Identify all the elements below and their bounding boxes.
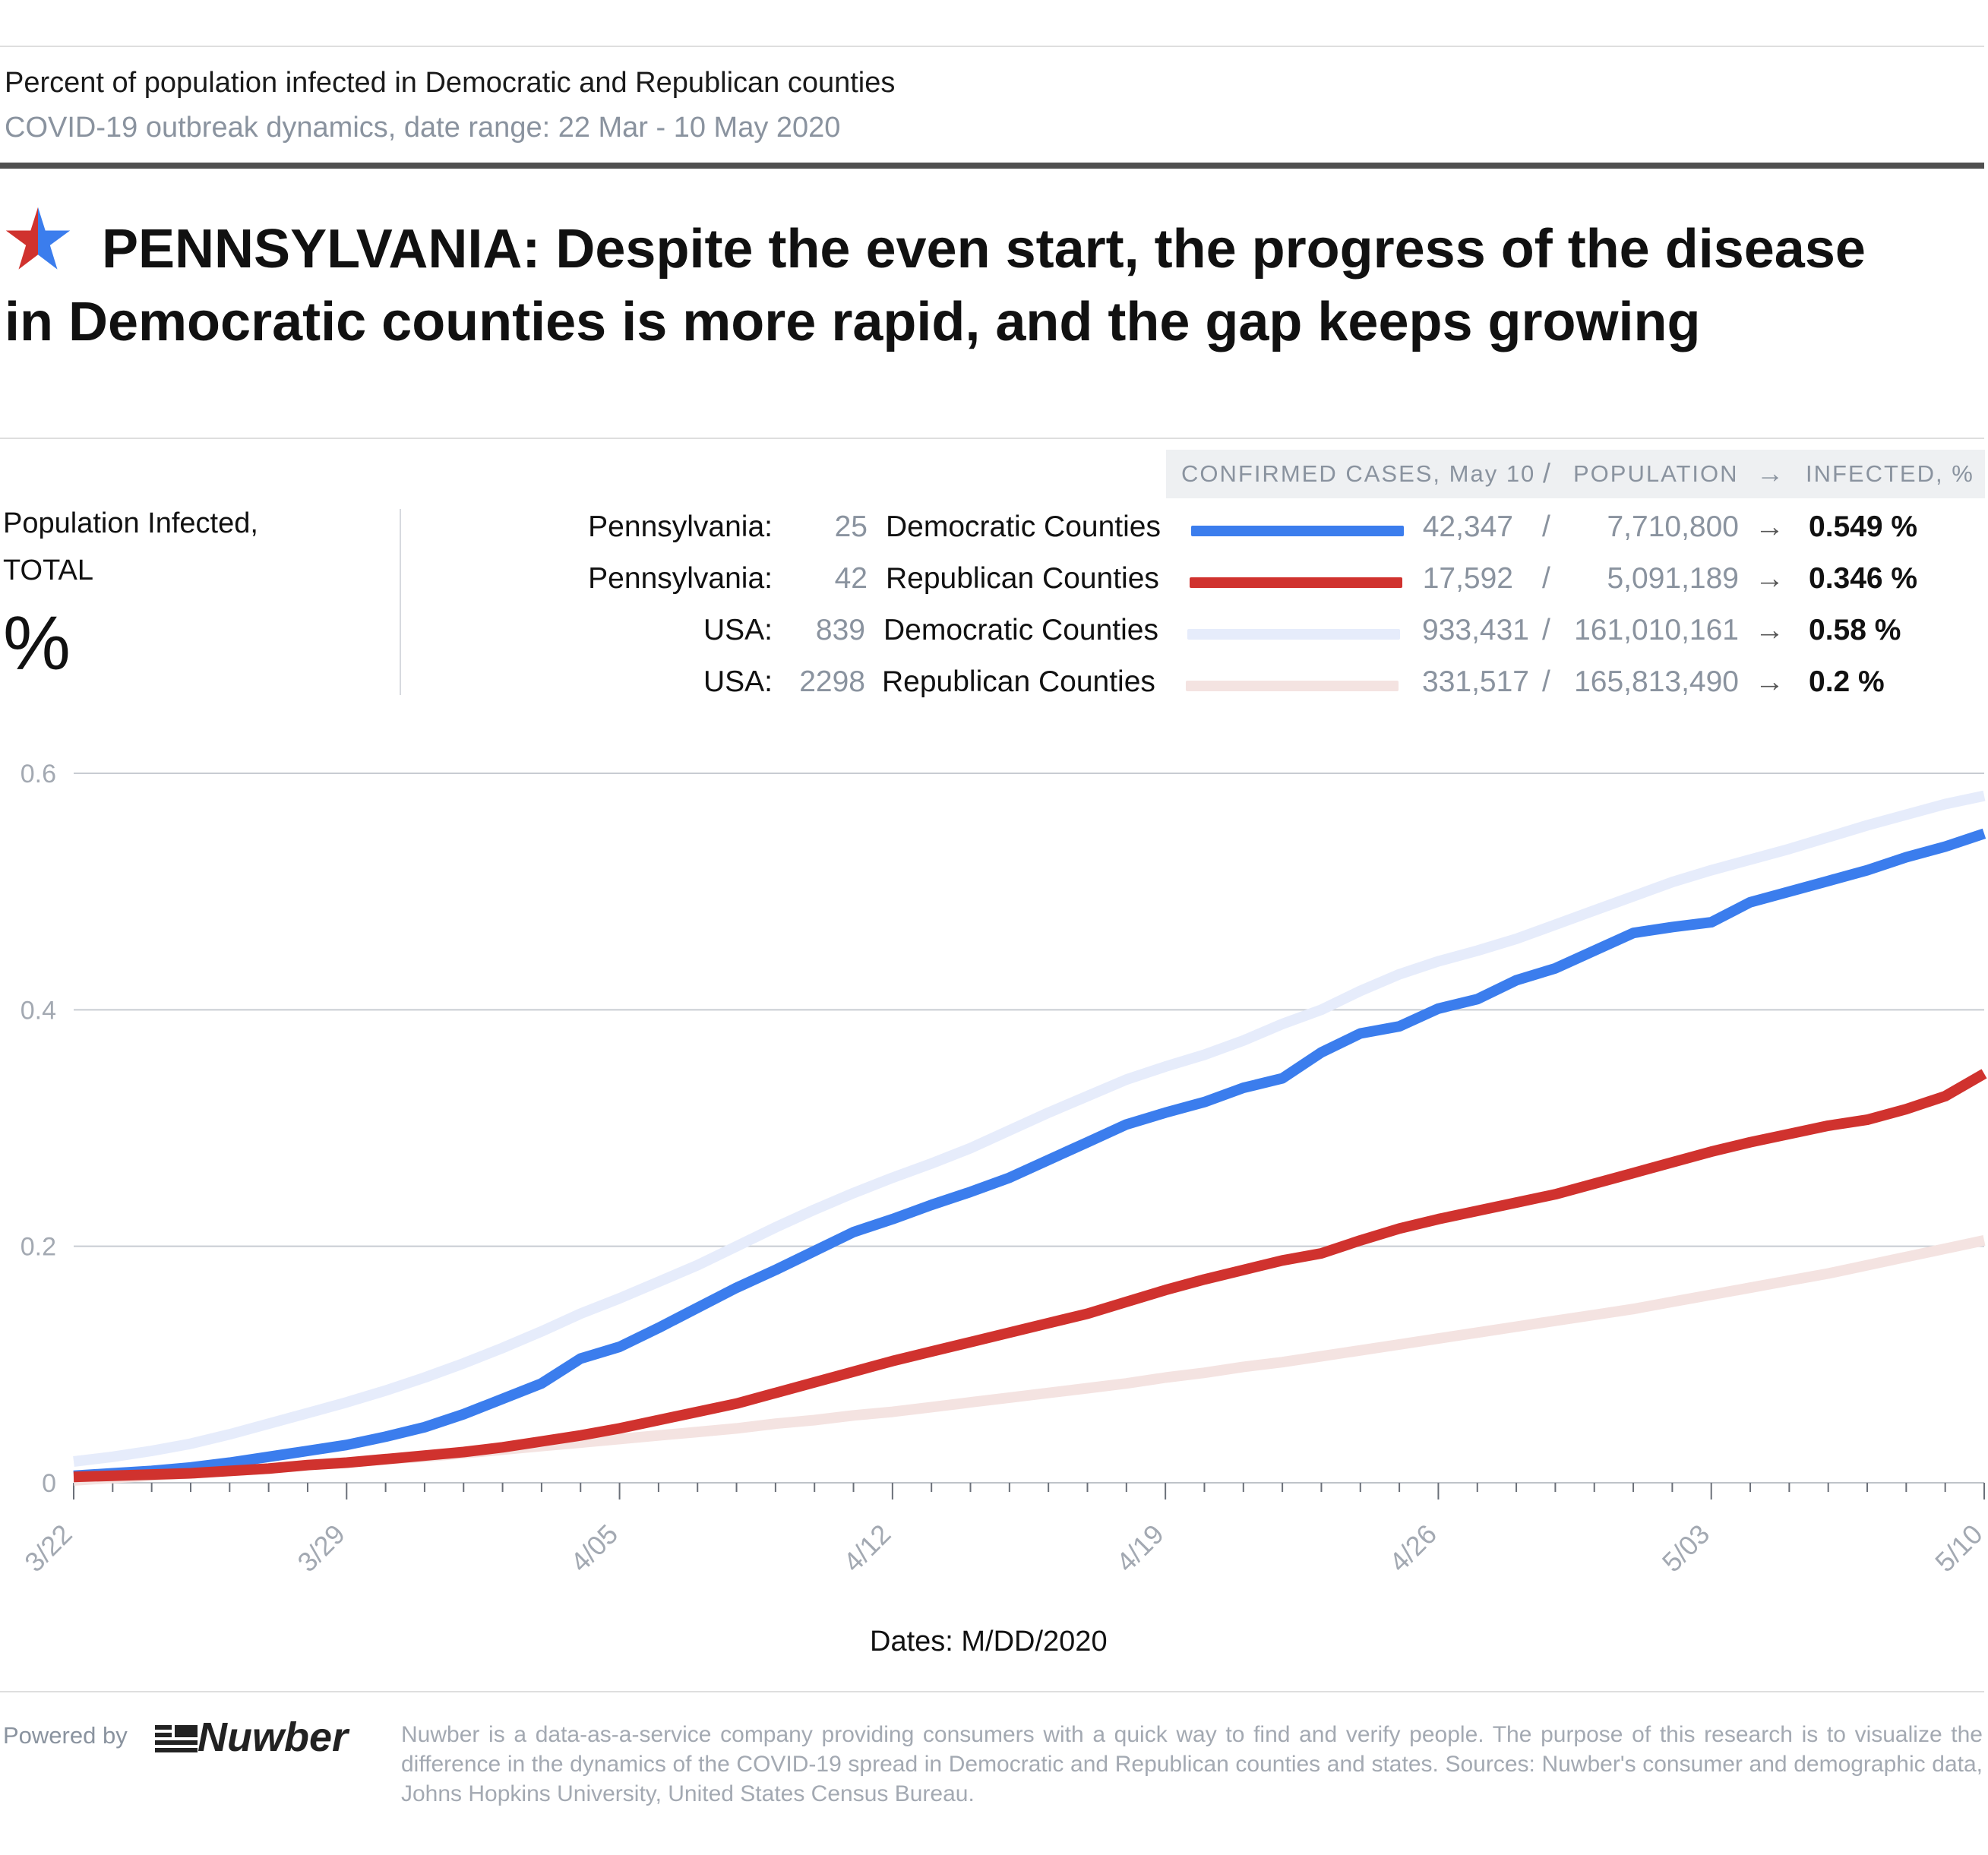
legend-arrow: → — [1755, 562, 1784, 595]
x-tick-label: 4/19 — [1110, 1518, 1170, 1578]
top-rule — [0, 46, 1984, 47]
footer-rule — [0, 1691, 1984, 1692]
legend-label: Democratic Counties — [886, 510, 1161, 543]
legend-region: Pennsylvania: — [588, 510, 773, 543]
legend-population: 5,091,189 — [1607, 562, 1739, 595]
y-title-line2: TOTAL — [3, 555, 93, 586]
logo-text: Nuwber — [198, 1714, 349, 1760]
legend-county-count: 25 — [834, 510, 868, 543]
footer-disclaimer: Nuwber is a data-as-a-service company pr… — [401, 1722, 1983, 1806]
legend-arrow: → — [1755, 510, 1784, 543]
y-tick-label: 0.4 — [21, 996, 56, 1025]
chart-kicker: Percent of population infected in Democr… — [5, 67, 896, 99]
x-tick-label: 5/03 — [1656, 1518, 1716, 1578]
legend-swatch — [1191, 526, 1404, 536]
x-tick-label: 3/22 — [18, 1518, 78, 1578]
legend-cases: 17,592 — [1422, 562, 1513, 595]
legend-population: 161,010,161 — [1574, 614, 1739, 646]
y-title-line1: Population Infected, — [3, 507, 258, 539]
legend-header-cases: CONFIRMED CASES, May 10 — [1181, 460, 1536, 487]
star-icon — [5, 207, 71, 270]
powered-by-label: Powered by — [3, 1722, 128, 1749]
legend-separator: / — [1542, 614, 1550, 646]
legend-header-infected: INFECTED, % — [1806, 460, 1974, 487]
legend-cases: 331,517 — [1422, 665, 1529, 698]
legend-swatch — [1190, 577, 1402, 588]
legend-infected: 0.346 % — [1809, 562, 1918, 595]
x-tick-label: 4/26 — [1383, 1518, 1443, 1578]
legend-infected: 0.58 % — [1809, 614, 1901, 646]
legend-population: 165,813,490 — [1574, 665, 1739, 698]
headline-text: PENNSYLVANIA: Despite the even start, th… — [5, 219, 1866, 352]
legend-region: Pennsylvania: — [588, 562, 773, 595]
logo-flag-icon — [155, 1725, 198, 1752]
legend-cases: 933,431 — [1422, 614, 1529, 646]
legend-population: 7,710,800 — [1607, 510, 1739, 543]
x-tick-label: 3/29 — [291, 1518, 351, 1578]
y-tick-label: 0.6 — [21, 760, 56, 788]
headline: PENNSYLVANIA: Despite the even start, th… — [5, 207, 1888, 359]
series-line — [73, 828, 1986, 1481]
x-tick-label: 5/10 — [1929, 1518, 1988, 1578]
legend-county-count: 2298 — [799, 665, 865, 698]
line-chart: 0 0.2 0.4 0.6 3/22 3/29 4/05 4/12 4/19 4/26 5/03 5/… — [18, 760, 1988, 1578]
legend-row: USA: 839 Democratic Counties 933,431 / 1… — [0, 614, 1988, 652]
legend-infected: 0.549 % — [1809, 510, 1918, 543]
legend-row: Pennsylvania: 42 Republican Counties 17,… — [0, 562, 1988, 600]
legend-row: Pennsylvania: 25 Democratic Counties 42,… — [0, 510, 1988, 548]
series-line — [73, 790, 1986, 1467]
legend-label: Republican Counties — [882, 665, 1155, 698]
legend-label: Democratic Counties — [883, 614, 1158, 646]
legend-divider — [400, 509, 401, 695]
headline-rule — [0, 438, 1984, 439]
x-tick-label: 4/12 — [837, 1518, 897, 1578]
legend-row: USA: 2298 Republican Counties 331,517 / … — [0, 665, 1988, 703]
legend-header-separator: / — [1543, 457, 1553, 488]
legend-swatch — [1187, 629, 1400, 640]
legend-infected: 0.2 % — [1809, 665, 1885, 698]
legend-header-population: POPULATION — [1573, 460, 1739, 487]
y-tick-label: 0 — [42, 1469, 56, 1498]
chart-subkicker: COVID-19 outbreak dynamics, date range: … — [5, 112, 841, 144]
header-rule — [0, 163, 1984, 169]
legend-separator: / — [1542, 510, 1550, 543]
legend-header: CONFIRMED CASES, May 10 / POPULATION → I… — [1166, 450, 1985, 498]
legend-swatch — [1186, 681, 1399, 691]
legend-region: USA: — [703, 665, 773, 698]
nuwber-logo[interactable]: Nuwber — [155, 1714, 348, 1761]
series-line — [73, 1069, 1987, 1483]
legend-county-count: 42 — [834, 562, 868, 595]
legend-region: USA: — [703, 614, 773, 646]
legend-arrow: → — [1755, 614, 1784, 646]
legend-header-arrow: → — [1756, 457, 1785, 488]
legend-arrow: → — [1755, 665, 1784, 698]
x-axis-label: Dates: M/DD/2020 — [870, 1626, 1108, 1657]
y-tick-label: 0.2 — [21, 1233, 56, 1262]
x-tick-label: 4/05 — [564, 1518, 624, 1578]
legend-county-count: 839 — [815, 614, 865, 646]
legend-separator: / — [1542, 562, 1550, 595]
legend-separator: / — [1542, 665, 1550, 698]
legend-cases: 42,347 — [1422, 510, 1513, 543]
legend-label: Republican Counties — [886, 562, 1159, 595]
y-unit: % — [3, 601, 71, 686]
